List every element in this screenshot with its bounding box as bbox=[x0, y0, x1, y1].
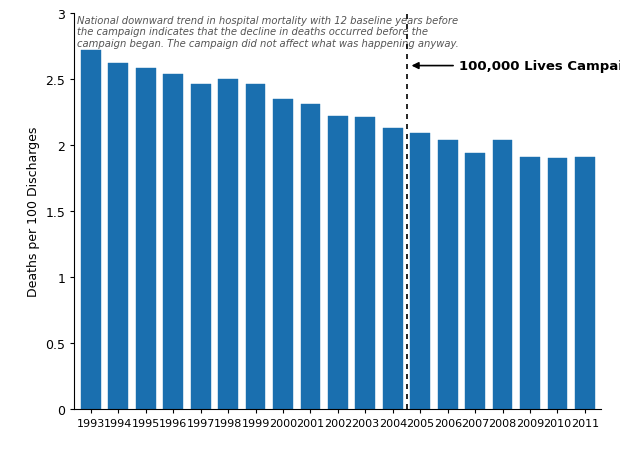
Y-axis label: Deaths per 100 Discharges: Deaths per 100 Discharges bbox=[27, 126, 40, 297]
Bar bbox=[301, 105, 321, 410]
Bar bbox=[163, 74, 183, 410]
Bar bbox=[575, 157, 595, 410]
Bar bbox=[355, 118, 375, 410]
Bar bbox=[520, 157, 540, 410]
Bar bbox=[493, 140, 513, 410]
Bar bbox=[410, 134, 430, 410]
Bar bbox=[465, 153, 485, 410]
Bar bbox=[218, 80, 238, 410]
Bar bbox=[383, 128, 402, 410]
Bar bbox=[438, 140, 458, 410]
Bar bbox=[547, 159, 567, 410]
Bar bbox=[328, 116, 348, 410]
Bar bbox=[108, 64, 128, 410]
Bar bbox=[81, 51, 100, 410]
Text: 100,000 Lives Campaign: 100,000 Lives Campaign bbox=[459, 60, 620, 73]
Bar bbox=[273, 100, 293, 410]
Text: National downward trend in hospital mortality with 12 baseline years before
the : National downward trend in hospital mort… bbox=[77, 15, 459, 49]
Bar bbox=[191, 85, 211, 410]
Bar bbox=[136, 69, 156, 410]
Bar bbox=[246, 85, 265, 410]
